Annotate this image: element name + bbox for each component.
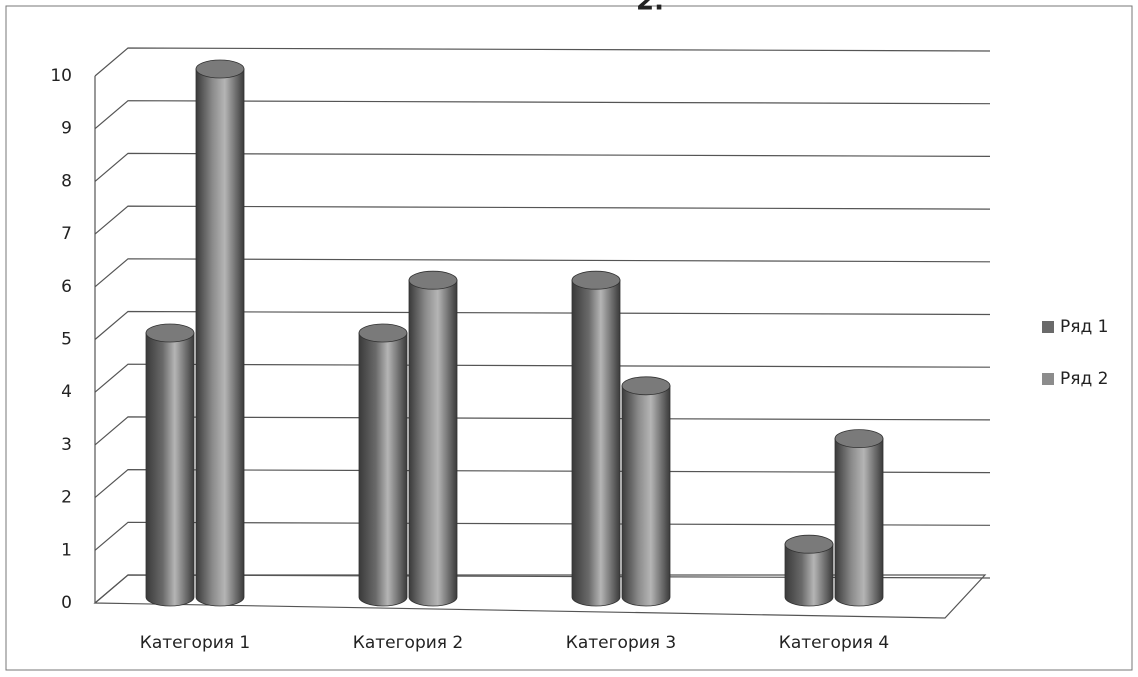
- legend-label: Ряд 2: [1060, 369, 1108, 389]
- grid-line: [94, 468, 991, 499]
- y-tick-label: 4: [61, 382, 72, 402]
- bar-top: [195, 59, 245, 79]
- x-tick-label: Категория 2: [353, 633, 463, 653]
- y-tick-label: 7: [61, 224, 72, 244]
- grid-line: [94, 47, 991, 77]
- y-tick-label: 0: [61, 593, 72, 613]
- grid-line: [94, 310, 991, 340]
- bar-top: [408, 270, 458, 290]
- grid-line: [94, 363, 991, 393]
- grid-line: [94, 152, 991, 182]
- grid-line: [94, 416, 991, 446]
- bar-top: [834, 429, 884, 449]
- y-tick-label: 3: [61, 435, 72, 455]
- chart-title: 2.: [636, 0, 664, 17]
- y-tick-label: 8: [61, 171, 72, 191]
- bar-top: [784, 534, 834, 554]
- legend-label: Ряд 1: [1060, 317, 1108, 337]
- grid-line: [94, 574, 991, 604]
- bar: [408, 279, 458, 607]
- x-tick-label: Категория 4: [779, 633, 889, 653]
- y-tick-label: 9: [61, 119, 72, 139]
- y-tick-label: 6: [61, 277, 72, 297]
- bar-top: [358, 323, 408, 343]
- bar: [834, 438, 884, 607]
- bar: [621, 385, 671, 607]
- x-tick-label: Категория 1: [140, 633, 250, 653]
- bar-top: [145, 323, 195, 343]
- x-tick-label: Категория 3: [566, 633, 676, 653]
- bar: [571, 279, 621, 607]
- grid-line: [94, 258, 991, 288]
- bar: [145, 332, 195, 607]
- bar: [195, 68, 245, 607]
- grid-line: [94, 521, 991, 551]
- y-tick-label: 5: [61, 330, 72, 350]
- legend-swatch: [1042, 321, 1054, 333]
- legend-swatch: [1042, 373, 1054, 385]
- bar-top: [621, 376, 671, 396]
- y-tick-label: 10: [50, 66, 72, 86]
- bar: [358, 332, 408, 607]
- y-tick-label: 2: [61, 488, 72, 508]
- grid-line: [94, 205, 991, 235]
- y-tick-label: 1: [61, 540, 72, 560]
- bar: [784, 543, 834, 607]
- chart-frame: [5, 5, 1133, 671]
- grid-line: [94, 100, 991, 130]
- bar-top: [571, 270, 621, 290]
